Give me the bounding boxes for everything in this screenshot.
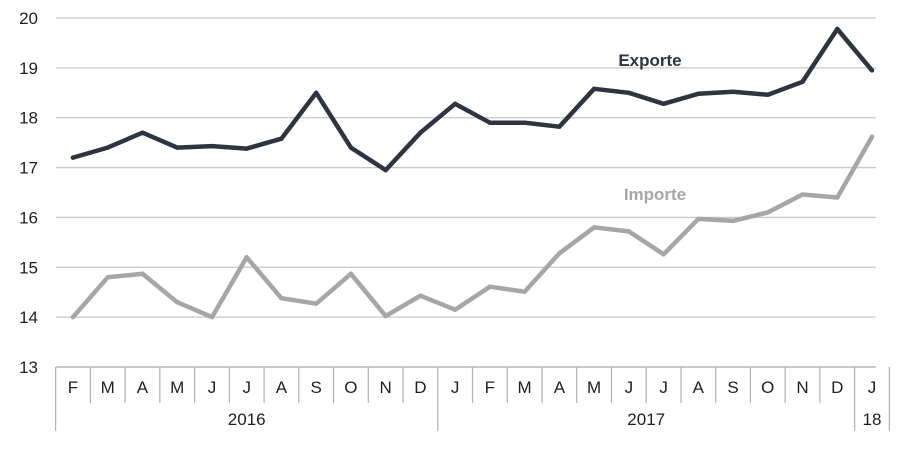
month-label: F xyxy=(68,378,78,397)
month-label: M xyxy=(101,378,115,397)
series-line-exporte xyxy=(70,26,875,173)
month-label: O xyxy=(761,378,774,397)
month-label: J xyxy=(242,378,251,397)
data-point xyxy=(800,79,805,85)
data-point xyxy=(418,293,423,298)
month-label: J xyxy=(208,378,217,397)
data-point xyxy=(70,314,76,320)
data-point xyxy=(383,167,388,173)
data-point xyxy=(279,136,284,141)
data-point xyxy=(696,91,701,96)
y-tick-label: 16 xyxy=(19,208,38,227)
month-label: J xyxy=(625,378,634,397)
month-label: A xyxy=(276,378,288,397)
month-label: A xyxy=(137,378,149,397)
y-tick-label: 18 xyxy=(19,109,38,128)
data-point xyxy=(348,271,354,276)
data-point xyxy=(209,314,215,320)
data-point xyxy=(557,124,562,129)
data-point xyxy=(313,90,319,95)
data-point xyxy=(105,275,110,280)
month-label: S xyxy=(727,378,738,397)
data-point xyxy=(244,146,249,151)
data-point xyxy=(765,210,770,215)
data-point xyxy=(452,307,458,312)
y-tick-label: 20 xyxy=(19,9,38,28)
month-label: D xyxy=(414,378,426,397)
month-label: J xyxy=(868,378,877,397)
data-point xyxy=(175,145,180,150)
data-point xyxy=(105,145,110,150)
y-tick-label: 15 xyxy=(19,258,38,277)
month-label: J xyxy=(659,378,668,397)
data-point xyxy=(591,225,597,230)
data-point xyxy=(313,301,319,306)
y-tick-label: 13 xyxy=(19,358,38,377)
series-label-exporte: Exporte xyxy=(618,51,681,70)
data-point xyxy=(279,295,284,301)
data-point xyxy=(626,229,632,234)
series-line-importe xyxy=(70,134,875,320)
data-point xyxy=(522,289,527,294)
month-label: S xyxy=(311,378,322,397)
data-point xyxy=(730,89,736,94)
data-point xyxy=(800,192,805,197)
month-label: N xyxy=(380,378,392,397)
data-point xyxy=(244,255,249,260)
year-label: 18 xyxy=(863,410,882,429)
data-point xyxy=(835,26,840,32)
data-point xyxy=(591,86,597,91)
month-label: A xyxy=(693,378,705,397)
data-point xyxy=(522,120,527,125)
month-label: M xyxy=(518,378,532,397)
month-label: J xyxy=(451,378,460,397)
data-point xyxy=(348,145,354,150)
x-axis: F M A M J J A S O N D J F M A M J J A S O N D J 2016 2017 18 xyxy=(55,366,890,431)
month-label: D xyxy=(831,378,843,397)
month-label: N xyxy=(796,378,808,397)
grid-lines xyxy=(56,17,876,368)
y-tick-label: 14 xyxy=(19,308,38,327)
month-label: M xyxy=(587,378,601,397)
data-point xyxy=(661,101,666,106)
data-point xyxy=(418,130,423,135)
data-point xyxy=(383,313,388,319)
data-point xyxy=(487,284,493,289)
y-axis-tick-labels: 13 14 15 16 17 18 19 20 xyxy=(19,9,38,377)
data-point xyxy=(140,130,145,135)
data-point xyxy=(175,299,180,305)
data-point xyxy=(730,218,736,224)
data-point xyxy=(661,252,666,257)
month-label: A xyxy=(554,378,566,397)
y-tick-label: 17 xyxy=(19,159,38,178)
year-label: 2017 xyxy=(627,410,665,429)
data-point xyxy=(835,195,840,200)
year-label: 2016 xyxy=(228,410,266,429)
data-point xyxy=(869,68,875,73)
month-label: F xyxy=(485,378,495,397)
data-point xyxy=(487,120,493,125)
data-point xyxy=(765,92,770,97)
data-point xyxy=(869,134,875,139)
series-label-importe: Importe xyxy=(624,185,686,204)
month-label: O xyxy=(344,378,357,397)
data-point xyxy=(209,143,215,149)
data-point xyxy=(557,251,562,256)
data-point xyxy=(452,101,458,106)
data-point xyxy=(70,155,76,160)
month-label: M xyxy=(170,378,184,397)
y-tick-label: 19 xyxy=(19,59,38,78)
data-point xyxy=(696,216,701,222)
series-lines xyxy=(70,26,875,320)
data-point xyxy=(140,271,145,276)
data-point xyxy=(626,90,632,95)
